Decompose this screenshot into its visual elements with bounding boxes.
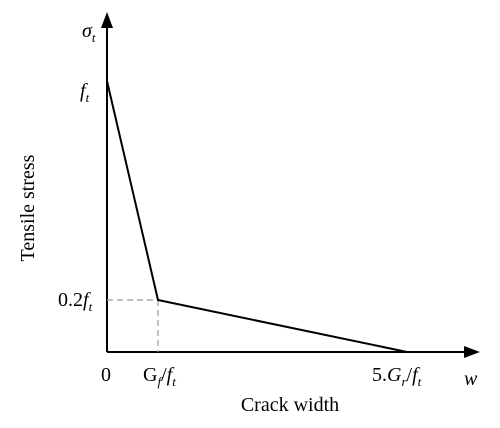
x-tick-gf-slash: / (161, 364, 167, 386)
y-tick-ft-sub: t (86, 90, 90, 105)
x-tick-end-coef: 5. (372, 364, 387, 386)
y-tick-0.2ft-main: f (83, 289, 91, 311)
y-axis-symbol: σt (82, 20, 96, 45)
x-tick-end-G: G (387, 364, 402, 386)
y-axis-symbol-main: σ (82, 20, 93, 42)
softening-curve (106, 80, 408, 353)
x-tick-end-Gsub: r (401, 374, 407, 389)
x-axis-arrowhead (464, 346, 480, 358)
y-axis-symbol-sub: t (92, 30, 96, 45)
x-tick-gf-Gsub: f (157, 374, 163, 389)
x-tick-gf-f: f (167, 364, 175, 386)
x-tick-end: 5.Gr/ft (372, 364, 422, 389)
y-tick-0.2ft-coef: 0.2 (58, 289, 83, 311)
x-tick-end-f: f (412, 364, 420, 386)
x-tick-origin: 0 (101, 364, 111, 386)
x-tick-gf-fsub: t (172, 374, 176, 389)
x-tick-end-slash: / (407, 364, 413, 386)
y-tick-ft-main: f (80, 80, 88, 102)
x-tick-end-fsub: t (418, 374, 422, 389)
x-axis-symbol: w (464, 368, 478, 390)
y-axis-arrowhead (101, 12, 113, 28)
y-tick-ft: ft (80, 80, 90, 105)
x-tick-gf-ft: Gf/ft (143, 364, 176, 389)
y-axis-title: Tensile stress (17, 154, 39, 261)
x-tick-gf-G: G (143, 364, 157, 386)
y-tick-0.2ft: 0.2ft (58, 289, 93, 314)
y-tick-0.2ft-sub: t (89, 299, 93, 314)
x-axis-title: Crack width (241, 394, 339, 416)
